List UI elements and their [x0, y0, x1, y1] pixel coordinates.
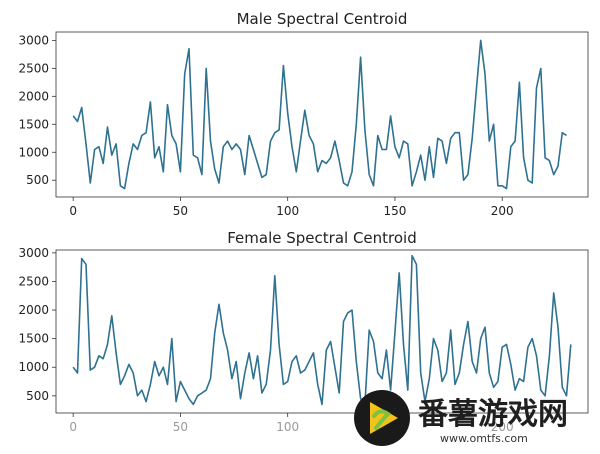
x-tick-label: 0	[69, 420, 77, 434]
x-tick-label: 0	[69, 204, 77, 218]
sprout-icon	[372, 409, 392, 430]
y-tick-label: 500	[26, 389, 49, 403]
x-tick-label: 150	[383, 204, 406, 218]
plot-frame	[55, 31, 589, 198]
series-line	[72, 39, 567, 190]
x-tick-label: 50	[173, 204, 188, 218]
y-tick-label: 2500	[18, 61, 49, 75]
series-line	[72, 254, 572, 406]
y-tick-label: 2500	[18, 274, 49, 288]
x-tick-label: 100	[276, 204, 299, 218]
watermark-logo: 番薯游戏网 www.omtfs.com	[350, 380, 600, 450]
y-tick-label: 2000	[18, 89, 49, 103]
plot-frame	[55, 249, 589, 414]
x-tick-label: 50	[173, 420, 188, 434]
y-tick-label: 1000	[18, 360, 49, 374]
x-tick-label: 200	[491, 204, 514, 218]
male-spectral-centroid-panel: Male Spectral Centroid500100015002000250…	[18, 10, 589, 218]
watermark-name: 番薯游戏网	[418, 397, 568, 432]
y-tick-label: 1000	[18, 145, 49, 159]
watermark-url: www.omtfs.com	[440, 432, 528, 445]
y-tick-label: 3000	[18, 246, 49, 260]
y-tick-label: 1500	[18, 332, 49, 346]
chart-title: Female Spectral Centroid	[227, 229, 417, 247]
x-tick-label: 200	[491, 420, 514, 434]
y-tick-label: 500	[26, 173, 49, 187]
y-tick-label: 2000	[18, 303, 49, 317]
chart-title: Male Spectral Centroid	[237, 10, 408, 28]
y-tick-label: 3000	[18, 33, 49, 47]
x-tick-label: 100	[276, 420, 299, 434]
y-tick-label: 1500	[18, 117, 49, 131]
